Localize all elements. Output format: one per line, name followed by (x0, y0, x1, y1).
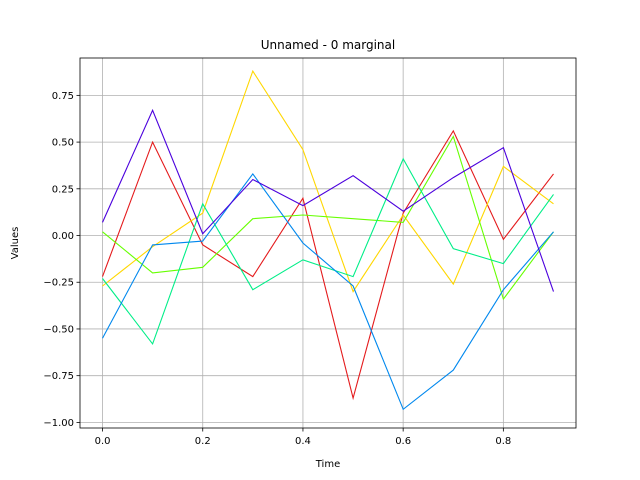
series-line-2 (102, 69, 554, 293)
series-line-5 (102, 172, 554, 411)
y-tick-label: 0.25 (52, 184, 74, 195)
ticks: 0.0 0.2 0.4 0.6 0.8 −1.00 −0.75 −0.50 −0.25 0.00 0… (43, 91, 511, 447)
y-tick-label: −0.50 (43, 324, 74, 335)
x-tick-label: 0.4 (295, 436, 311, 447)
series-line-3 (102, 135, 554, 301)
x-tick-label: 0.0 (95, 436, 111, 447)
chart-title: Unnamed - 0 marginal (261, 38, 395, 52)
y-axis-label: Values (10, 227, 21, 260)
y-tick-label: 0.50 (52, 138, 74, 149)
grid (80, 58, 576, 428)
x-tick-label: 0.8 (495, 436, 511, 447)
x-axis-label: Time (315, 459, 340, 470)
series-group (101, 69, 555, 411)
y-tick-label: −0.25 (43, 278, 74, 289)
y-tick-label: 0.75 (52, 91, 74, 102)
x-tick-label: 0.6 (395, 436, 411, 447)
series-line-6 (101, 108, 555, 292)
y-tick-label: −1.00 (43, 418, 74, 429)
y-tick-label: −0.75 (43, 371, 74, 382)
series-line-1 (101, 129, 554, 401)
y-tick-label: 0.00 (52, 231, 74, 242)
plot-frame (79, 57, 577, 429)
x-tick-label: 0.2 (195, 436, 211, 447)
series-line-4 (102, 157, 554, 346)
